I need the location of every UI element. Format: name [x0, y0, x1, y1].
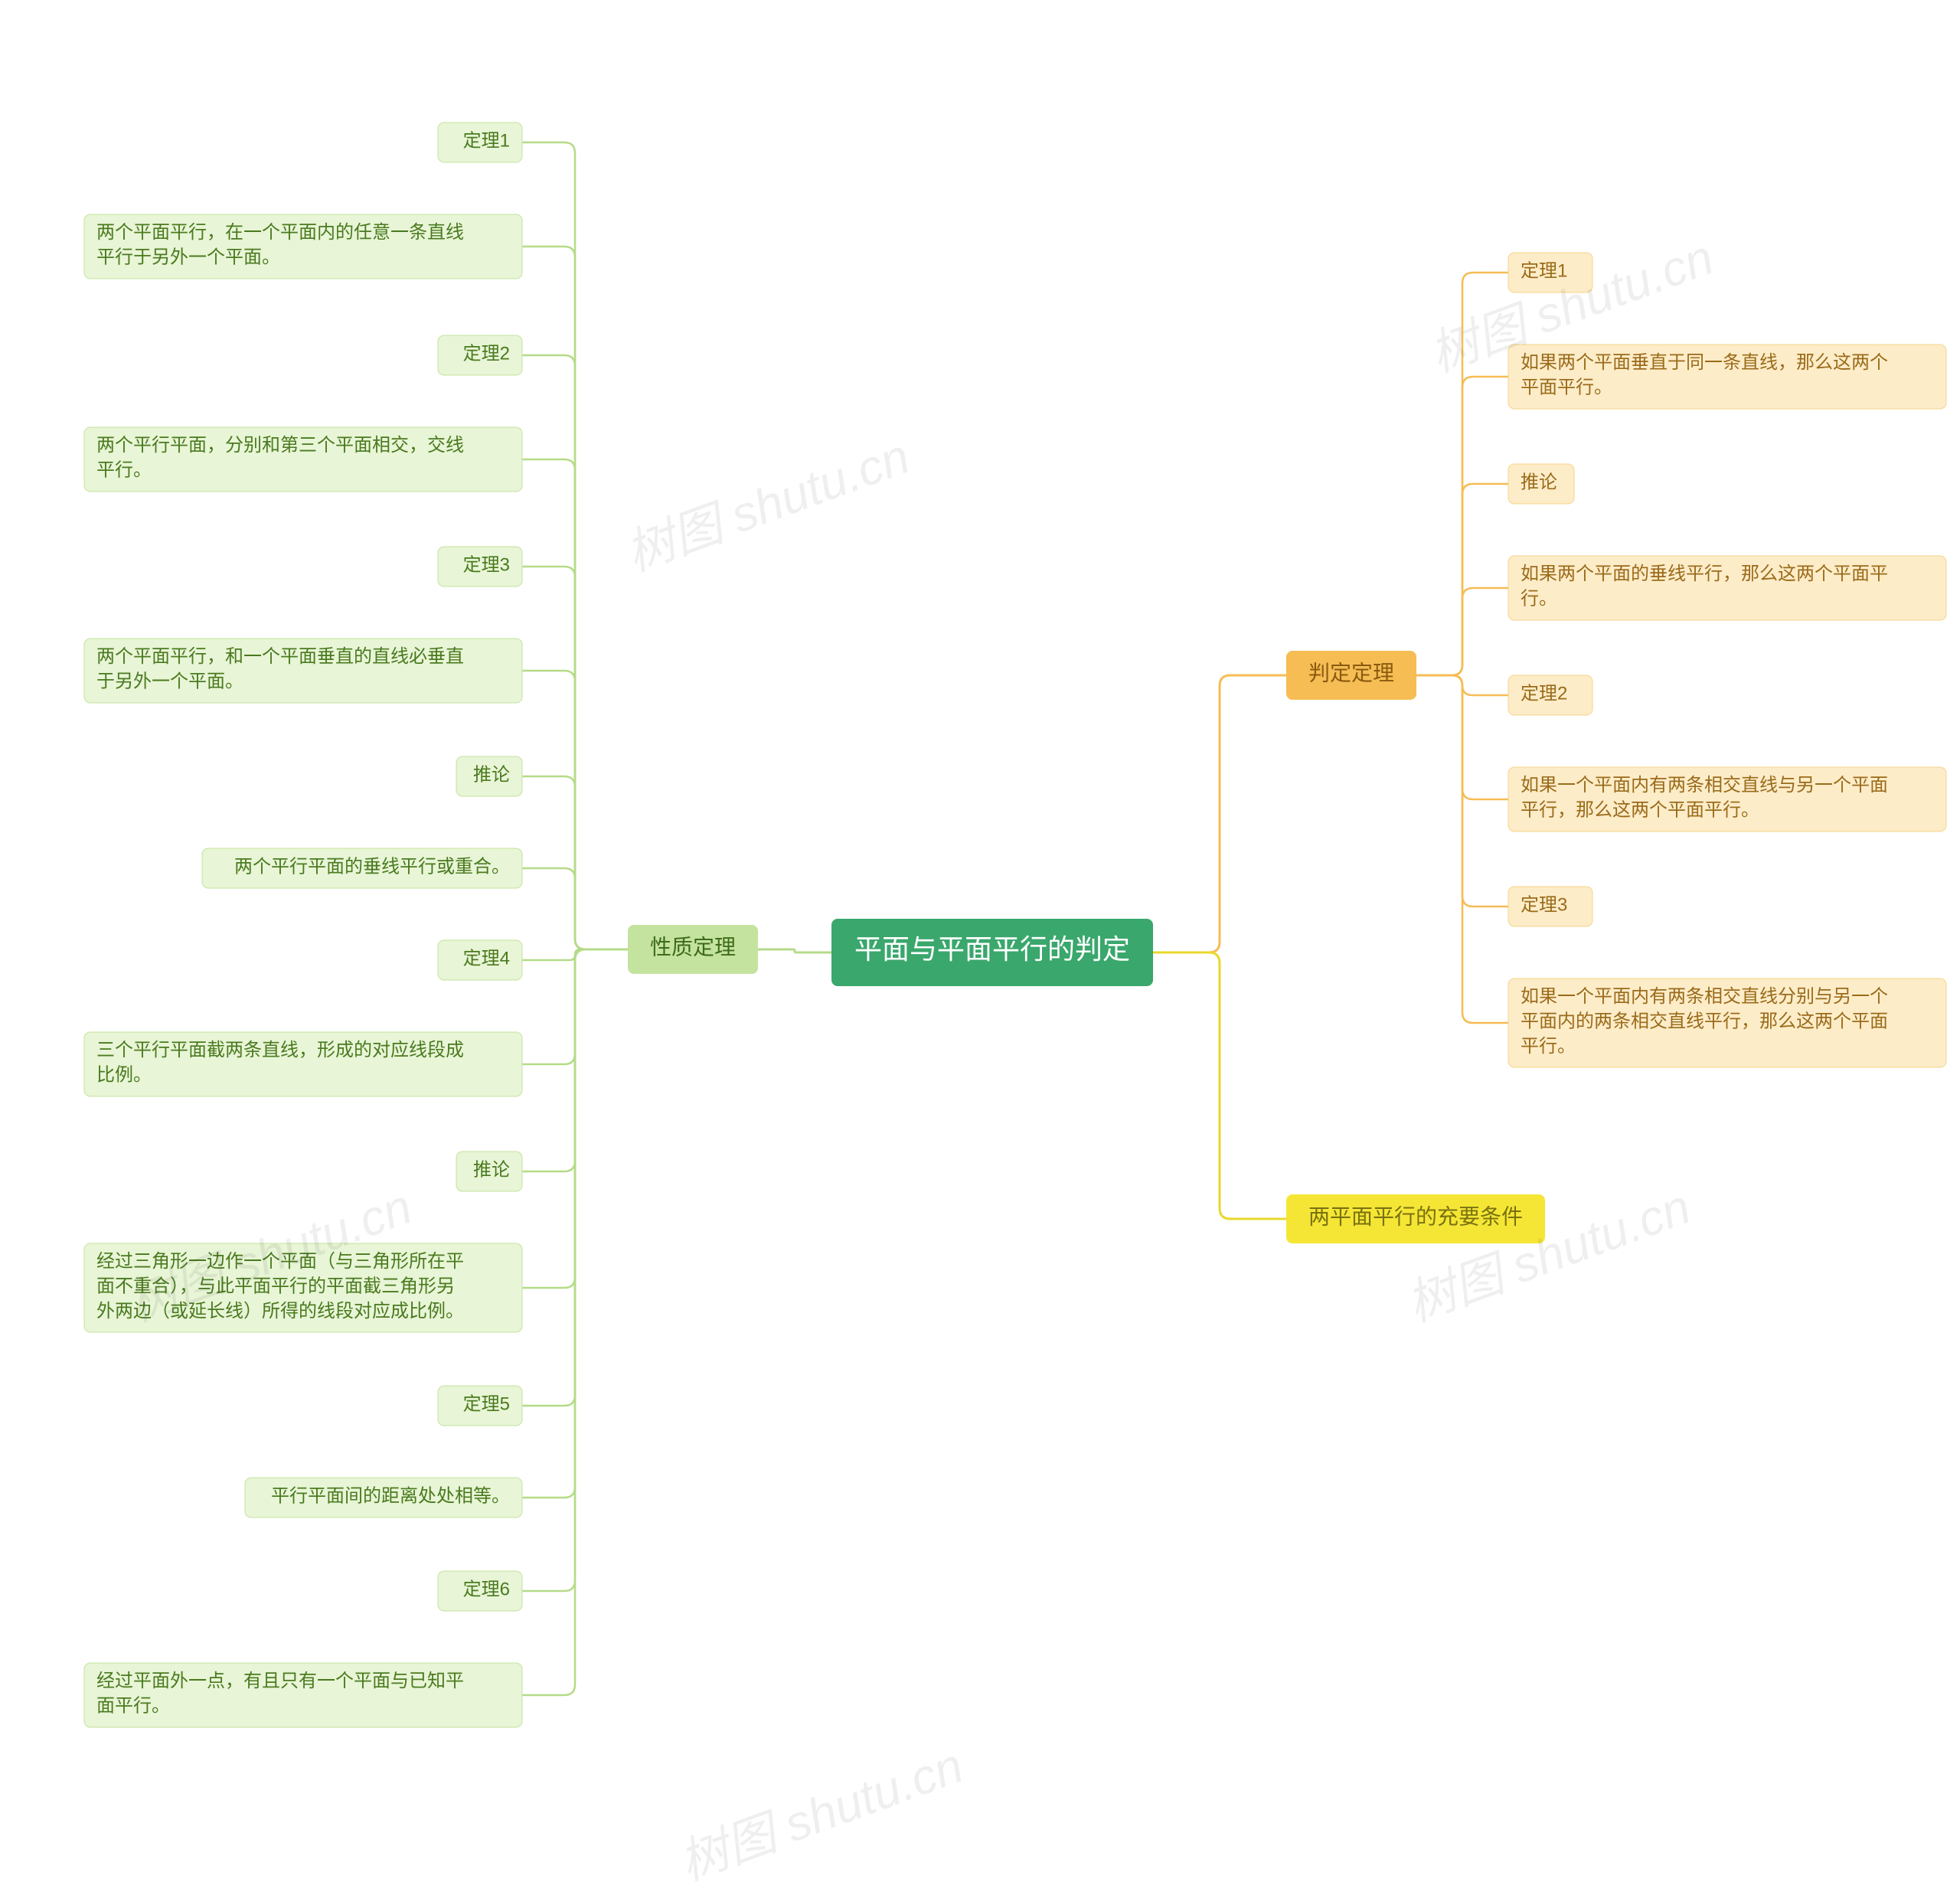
node-label: 定理2 [1521, 683, 1567, 704]
connector [1416, 588, 1508, 675]
node-label: 两个平面平行，在一个平面内的任意一条直线 [96, 222, 464, 243]
right-leaf-node: 如果两个平面的垂线平行，那么这两个平面平行。 [1508, 556, 1946, 620]
left-leaf-node: 平行平面间的距离处处相等。 [245, 1478, 522, 1517]
node-label: 平行。 [96, 460, 152, 481]
left-leaf-node: 两个平行平面的垂线平行或重合。 [202, 848, 522, 888]
node-label: 三个平行平面截两条直线，形成的对应线段成 [96, 1040, 464, 1060]
node-label: 平行。 [1521, 1036, 1576, 1057]
left-leaf-node: 两个平面平行，和一个平面垂直的直线必垂直于另外一个平面。 [84, 639, 522, 703]
connector [522, 868, 628, 949]
node-label: 平行，那么这两个平面平行。 [1521, 800, 1759, 821]
node-label: 定理5 [463, 1393, 510, 1414]
watermark: 树图 shutu.cn [619, 428, 916, 581]
right-branch-node: 两平面平行的充要条件 [1286, 1194, 1545, 1243]
node-label: 如果一个平面内有两条相交直线与另一个平面 [1521, 775, 1888, 795]
node-label: 如果一个平面内有两条相交直线分别与另一个 [1521, 986, 1888, 1007]
node-label: 推论 [1521, 472, 1557, 492]
node-label: 定理1 [1521, 260, 1567, 281]
node-label: 平行于另外一个平面。 [96, 247, 280, 268]
right-leaf-node: 定理2 [1508, 675, 1592, 715]
node-label: 判定定理 [1308, 661, 1394, 684]
left-leaf-node: 定理6 [438, 1571, 522, 1611]
node-label: 平行平面间的距离处处相等。 [271, 1485, 510, 1506]
node-label: 平面平行。 [1521, 377, 1612, 398]
node-label: 定理3 [1521, 894, 1567, 915]
mindmap-canvas: 平面与平面平行的判定 性质定理 定理1 两个平面平行，在一个平面内的任意一条直线平行于… [0, 0, 1960, 1885]
left-leaf-node: 定理2 [438, 335, 522, 375]
right-branch-node: 判定定理 [1286, 651, 1416, 700]
right-leaf-node: 如果一个平面内有两条相交直线分别与另一个平面内的两条相交直线平行，那么这两个平面… [1508, 978, 1946, 1067]
node-label: 两个平行平面的垂线平行或重合。 [234, 856, 510, 877]
left-leaf-node: 两个平行平面，分别和第三个平面相交，交线平行。 [84, 427, 522, 492]
node-label: 定理2 [463, 343, 510, 364]
node-label: 推论 [473, 764, 510, 785]
left-leaf-node: 定理5 [438, 1386, 522, 1426]
right-leaf-node: 如果两个平面垂直于同一条直线，那么这两个平面平行。 [1508, 345, 1946, 409]
watermark: 树图 shutu.cn [672, 1737, 970, 1885]
node-label: 两个平行平面，分别和第三个平面相交，交线 [96, 435, 464, 456]
left-leaf-node: 两个平面平行，在一个平面内的任意一条直线平行于另外一个平面。 [84, 214, 522, 279]
right-leaf-node: 推论 [1508, 464, 1574, 504]
connector [758, 949, 831, 952]
node-label: 性质定理 [650, 935, 736, 959]
right-leaf-node: 如果一个平面内有两条相交直线与另一个平面平行，那么这两个平面平行。 [1508, 767, 1946, 831]
left-leaf-node: 三个平行平面截两条直线，形成的对应线段成比例。 [84, 1032, 522, 1096]
node-label: 经过平面外一点，有且只有一个平面与已知平 [96, 1671, 464, 1691]
left-leaf-node: 经过平面外一点，有且只有一个平面与已知平面平行。 [84, 1663, 522, 1727]
node-label: 如果两个平面垂直于同一条直线，那么这两个 [1521, 352, 1888, 373]
left-leaf-node: 定理3 [438, 547, 522, 586]
node-label: 定理1 [463, 130, 510, 151]
left-leaf-node: 定理4 [438, 940, 522, 980]
left-leaf-node: 定理1 [438, 123, 522, 162]
connector [1416, 675, 1508, 1023]
node-label: 两个平面平行，和一个平面垂直的直线必垂直 [96, 646, 464, 667]
connector [1153, 675, 1286, 952]
node-label: 如果两个平面的垂线平行，那么这两个平面平 [1521, 564, 1888, 584]
left-leaf-node: 推论 [456, 756, 522, 796]
node-label: 两平面平行的充要条件 [1308, 1204, 1523, 1228]
nodes-layer: 平面与平面平行的判定 性质定理 定理1 两个平面平行，在一个平面内的任意一条直线平行于… [84, 123, 1946, 1727]
node-label: 推论 [473, 1159, 510, 1180]
left-branch-node: 性质定理 [628, 925, 758, 974]
node-label: 定理4 [463, 948, 510, 969]
node-label: 平面与平面平行的判定 [854, 933, 1130, 965]
node-label: 比例。 [96, 1065, 152, 1086]
node-label: 面平行。 [96, 1696, 170, 1717]
node-label: 定理3 [463, 554, 510, 575]
node-label: 平面内的两条相交直线平行，那么这两个平面 [1521, 1011, 1888, 1031]
node-label: 于另外一个平面。 [96, 671, 243, 692]
node-label: 行。 [1521, 589, 1557, 609]
right-leaf-node: 定理3 [1508, 887, 1592, 926]
connector [522, 949, 628, 1695]
left-leaf-node: 推论 [456, 1152, 522, 1191]
node-label: 定理6 [463, 1579, 510, 1599]
root-node: 平面与平面平行的判定 [831, 919, 1153, 986]
connector [1153, 952, 1286, 1219]
